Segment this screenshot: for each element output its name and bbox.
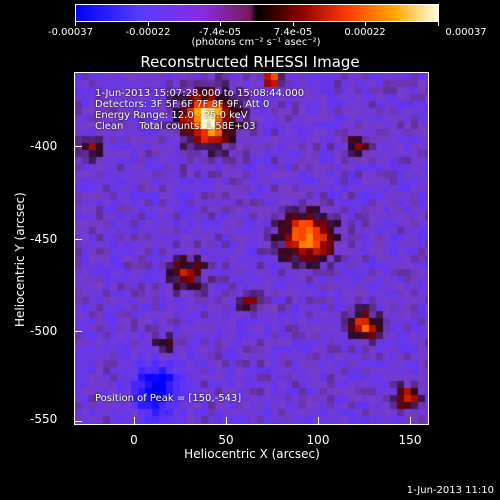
x-tick-mark <box>318 417 319 425</box>
y-tick-label: -450 <box>30 232 58 246</box>
y-tick-mark <box>74 146 82 147</box>
colorbar <box>75 4 439 22</box>
x-tick-label: 100 <box>306 433 330 447</box>
footer-timestamp: 1-Jun-2013 11:10 <box>406 485 494 496</box>
x-tick-mark <box>134 417 135 425</box>
plot-title: Reconstructed RHESSI Image <box>140 53 360 71</box>
y-tick-label: -550 <box>30 412 58 426</box>
colorbar-tick <box>293 22 294 26</box>
x-tick-label: 50 <box>218 433 234 447</box>
y-tick-mark <box>74 421 82 422</box>
y-axis-label: Heliocentric Y (arcsec) <box>13 192 27 327</box>
rhessi-image-heatmap <box>75 73 428 424</box>
colorbar-tick-label: -0.00037 <box>48 27 93 38</box>
x-tick-label: 0 <box>130 433 138 447</box>
annotation-energy-range: Energy Range: 12.0 - 25.0 keV <box>95 110 248 121</box>
colorbar-tick <box>365 22 366 26</box>
x-tick-mark <box>226 417 227 425</box>
annotation-time-range: 1-Jun-2013 15:07:28.000 to 15:08:44.000 <box>95 88 305 99</box>
colorbar-tick <box>75 22 76 26</box>
colorbar-unit-label: (photons cm⁻² s⁻¹ asec⁻²) <box>191 37 321 48</box>
x-tick-mark <box>410 417 411 425</box>
y-tick-mark <box>74 331 82 332</box>
colorbar-tick-label: 7.4e-05 <box>273 27 313 38</box>
peak-position-label: Position of Peak = [150,-543] <box>95 393 242 404</box>
colorbar-tick-label: -0.00022 <box>125 27 171 38</box>
colorbar-tick <box>148 22 149 26</box>
colorbar-tick-label: 0.00022 <box>344 27 386 38</box>
annotation-detectors: Detectors: 3F 5F 6F 7F 8F 9F, Att 0 <box>95 99 270 110</box>
x-axis-label: Heliocentric X (arcsec) <box>184 447 320 461</box>
colorbar-tick-label: -7.4e-05 <box>199 27 241 38</box>
annotation-clean-counts: Clean Total counts: 1.58E+03 <box>95 121 256 132</box>
image-plot-frame: 1-Jun-2013 15:07:28.000 to 15:08:44.000 … <box>74 72 429 425</box>
x-tick-label: 150 <box>398 433 422 447</box>
colorbar-tick-label: 0.00037 <box>445 27 487 38</box>
y-tick-label: -400 <box>30 139 58 153</box>
colorbar-tick <box>438 22 439 26</box>
colorbar-tick <box>220 22 221 26</box>
y-tick-mark <box>74 239 82 240</box>
y-tick-label: -500 <box>30 324 58 338</box>
